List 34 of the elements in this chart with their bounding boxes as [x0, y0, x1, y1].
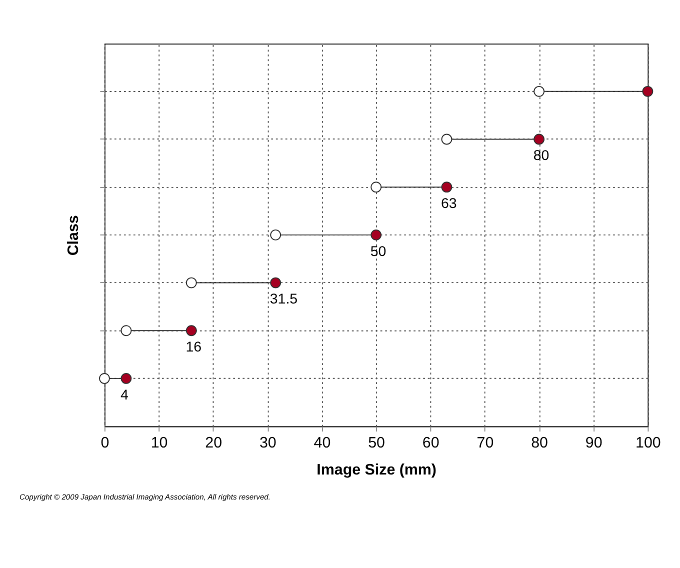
point — [534, 134, 545, 145]
point — [120, 373, 132, 384]
x-axis-title: Image Size (mm) — [316, 461, 436, 478]
x-tick-label: 70 — [476, 434, 494, 452]
data-label: 16 — [186, 340, 202, 356]
point — [186, 325, 197, 336]
x-tick-label: 50 — [368, 434, 386, 452]
data-label: 31.5 — [270, 292, 298, 308]
point — [441, 134, 452, 145]
x-tick-label: 10 — [150, 434, 168, 452]
point — [99, 373, 110, 384]
data-label: 50 — [370, 244, 386, 260]
data-label: 63 — [441, 196, 457, 212]
point — [120, 325, 132, 336]
point — [370, 182, 382, 193]
point — [270, 277, 282, 288]
x-tick-label: 100 — [636, 434, 661, 452]
x-tick-label: 0 — [100, 434, 110, 452]
point — [186, 277, 197, 288]
y-axis-title: Class — [64, 215, 82, 256]
text: Copyright © 2009 Japan Industrial Imaging Association, All rights reserved. — [19, 492, 270, 502]
point — [270, 229, 282, 240]
point — [441, 182, 452, 193]
x-tick-label: 30 — [259, 434, 276, 452]
point — [534, 86, 545, 97]
x-tick-label: 80 — [531, 434, 548, 452]
point — [642, 86, 654, 97]
x-tick-label: 60 — [422, 434, 440, 452]
point — [370, 229, 382, 240]
data-label: 80 — [533, 148, 550, 164]
x-tick-label: 20 — [205, 434, 222, 452]
data-label: 4 — [120, 387, 128, 404]
x-tick-label: 40 — [314, 434, 331, 452]
x-tick-label: 90 — [585, 434, 602, 452]
